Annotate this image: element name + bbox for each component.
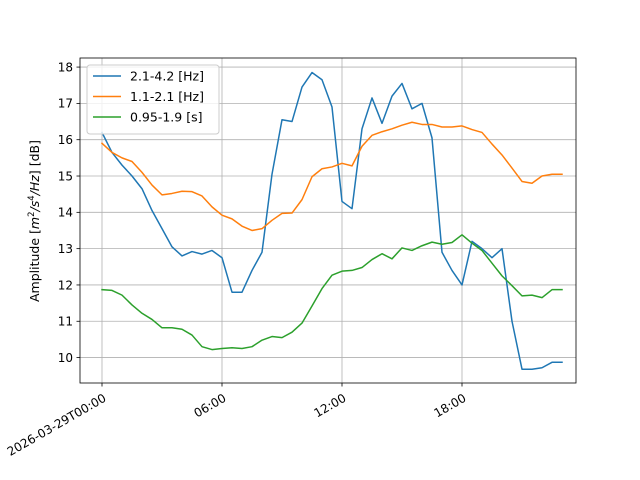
series-line-1 <box>100 71 563 370</box>
y-axis-ticks: 10 11 12 13 14 15 16 17 18 <box>58 60 80 365</box>
y-tick-label: 11 <box>58 315 73 329</box>
plot-frame <box>79 57 577 384</box>
y-tick-label: 16 <box>58 133 73 147</box>
legend-label: 2.1-4.2 [Hz] <box>130 69 204 84</box>
series-lines <box>100 71 563 370</box>
y-tick-label: 18 <box>58 60 73 74</box>
x-tick-label: 06:00 <box>192 391 229 420</box>
y-tick-label: 12 <box>58 278 73 292</box>
series-line-2 <box>100 121 563 232</box>
y-tick-label: 13 <box>58 242 73 256</box>
x-axis-ticks: 2026-03-29T00:00 06:00 12:00 18:00 <box>5 383 469 459</box>
x-tick-label: 2026-03-29T00:00 <box>5 391 109 459</box>
legend: 2.1-4.2 [Hz] 1.1-2.1 [Hz] 0.95-1.9 [s] <box>86 64 220 135</box>
y-axis-label: Amplitude [m2/s4/Hz] [dB] <box>27 140 42 302</box>
legend-label: 1.1-2.1 [Hz] <box>130 89 204 104</box>
x-tick-label: 12:00 <box>312 391 349 420</box>
y-tick-label: 14 <box>58 206 73 220</box>
y-tick-label: 10 <box>58 351 73 365</box>
x-tick-label: 18:00 <box>432 391 469 420</box>
legend-label: 0.95-1.9 [s] <box>130 110 202 125</box>
y-tick-label: 17 <box>58 97 73 111</box>
series-line-3 <box>101 234 563 351</box>
y-tick-label: 15 <box>58 169 73 183</box>
legend-items: 2.1-4.2 [Hz] 1.1-2.1 [Hz] 0.95-1.9 [s] <box>93 69 204 125</box>
